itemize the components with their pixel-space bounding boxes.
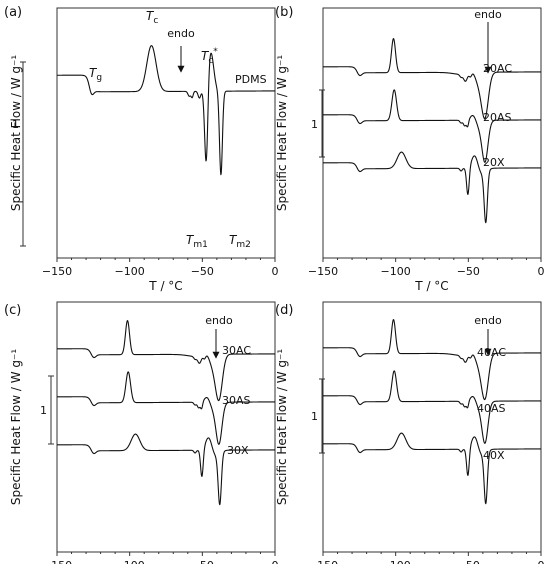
y-axis-title: Specific Heat Flow / W g⁻¹	[275, 349, 289, 505]
scale-bar	[20, 61, 26, 247]
endo-label: endo	[474, 314, 502, 327]
x-tick-label: 0	[272, 265, 279, 278]
x-tick-label: 0	[538, 559, 545, 564]
series-line-30X	[56, 433, 276, 506]
x-tick-label: −150	[42, 265, 72, 278]
plot-frame	[322, 301, 542, 553]
endo-label: endo	[474, 8, 502, 21]
y-axis-title: Specific Heat Flow / W g⁻¹	[9, 55, 23, 211]
panel-label: (d)	[275, 303, 293, 318]
series-label: 20AS	[483, 111, 512, 124]
panel-label: (c)	[4, 303, 21, 318]
x-tick-label: −150	[308, 265, 338, 278]
scale-bar	[319, 378, 325, 454]
series-line-40AC	[322, 318, 542, 401]
panel-label: (b)	[275, 5, 293, 20]
scale-bar-label: 1	[40, 404, 47, 417]
series-label: 30X	[227, 444, 249, 457]
annotation-Tc*: Tc*	[201, 47, 218, 66]
annotation-Tm2: Tm2	[229, 233, 251, 250]
endo-label: endo	[167, 27, 195, 40]
series-label: 40AC	[477, 346, 506, 359]
panel-label: (a)	[4, 5, 22, 20]
annotation-Tg: Tg	[89, 66, 102, 83]
series-line-PDMS	[56, 45, 276, 176]
x-tick-label: 0	[272, 559, 279, 564]
series-line-30AS	[56, 371, 276, 445]
series-label: 30AC	[222, 344, 251, 357]
annotation-Tm1: Tm1	[186, 233, 208, 250]
series-label: 40X	[483, 449, 505, 462]
plot-frame	[56, 301, 276, 553]
series-label: PDMS	[235, 73, 267, 86]
scale-bar-label: 1	[12, 118, 19, 131]
series-line-40AS	[322, 370, 542, 444]
x-tick-label: −100	[381, 265, 411, 278]
x-axis-title: T / °C	[148, 279, 182, 293]
x-tick-label: −50	[457, 265, 480, 278]
x-axis-title: T / °C	[414, 279, 448, 293]
x-tick-label: 0	[538, 265, 545, 278]
series-line-20AS	[322, 89, 542, 163]
y-axis-title: Specific Heat Flow / W g⁻¹	[275, 55, 289, 211]
series-label: 30AS	[222, 394, 251, 407]
series-line-20AC	[322, 37, 542, 120]
series-line-20X	[322, 151, 542, 224]
panel-1: −150 −100 −50 0 T / °C Specific Heat Flow / W…	[275, 5, 545, 293]
annotation-Tc: Tc	[146, 9, 158, 26]
series-line-30AC	[56, 319, 276, 402]
x-tick-label: −150	[308, 559, 338, 564]
y-axis-title: Specific Heat Flow / W g⁻¹	[9, 349, 23, 505]
scale-bar	[48, 375, 54, 445]
panel-0: −150 −100 −50 0 T / °C Specific Heat Flow / W…	[4, 5, 279, 293]
x-tick-label: −50	[191, 559, 214, 564]
plot-frame	[56, 7, 276, 259]
series-label: 20X	[483, 156, 505, 169]
scale-bar-label: 1	[311, 410, 318, 423]
series-label: 20AC	[483, 62, 512, 75]
endo-label: endo	[205, 314, 233, 327]
x-tick-label: −100	[381, 559, 411, 564]
x-tick-label: −100	[115, 265, 145, 278]
series-line-40X	[322, 432, 542, 505]
scale-bar	[319, 89, 325, 158]
x-tick-label: −150	[42, 559, 72, 564]
x-tick-label: −50	[457, 559, 480, 564]
x-tick-label: −100	[115, 559, 145, 564]
plot-frame	[322, 7, 542, 259]
x-tick-label: −50	[191, 265, 214, 278]
series-label: 40AS	[477, 402, 506, 415]
scale-bar-label: 1	[311, 118, 318, 131]
